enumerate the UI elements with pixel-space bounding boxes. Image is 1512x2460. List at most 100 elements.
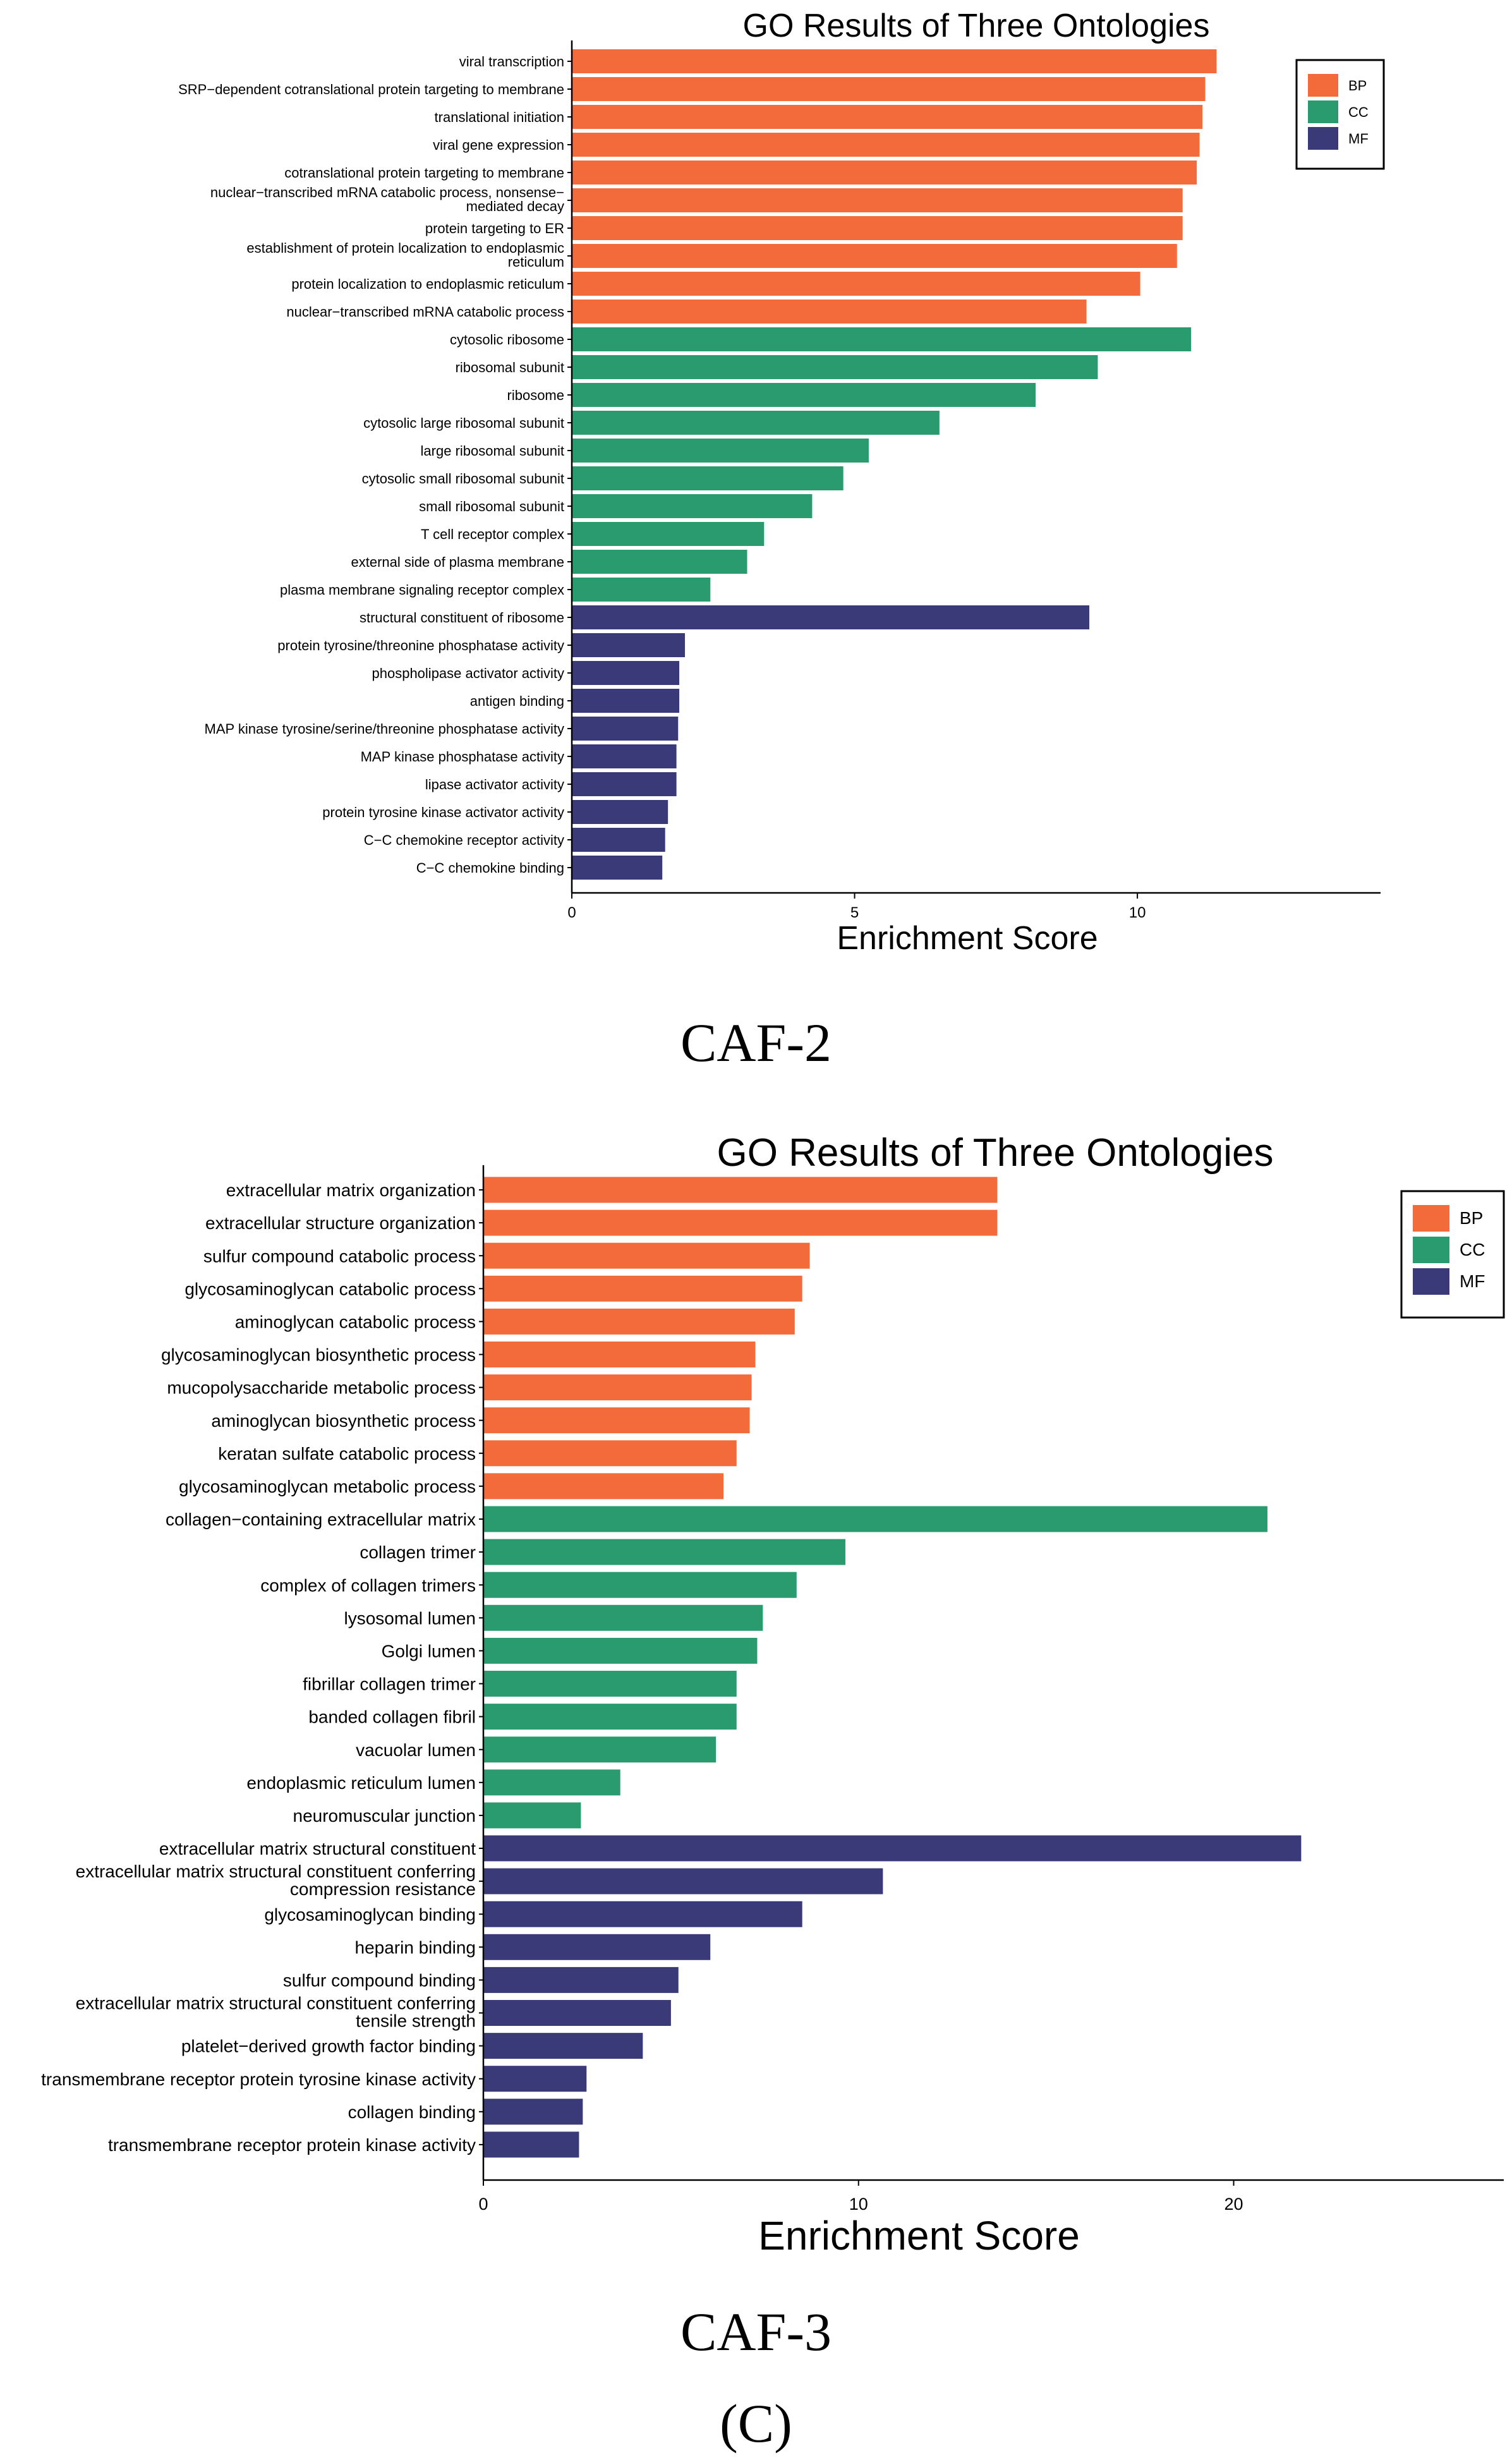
category-label: sulfur compound binding bbox=[283, 1970, 476, 1990]
bar-cc bbox=[483, 1736, 717, 1763]
category-label: phospholipase activator activity bbox=[372, 665, 565, 681]
x-axis-label: Enrichment Score bbox=[837, 920, 1098, 957]
bar-cc bbox=[483, 1802, 581, 1829]
bar-mf bbox=[572, 605, 1090, 629]
category-label: transmembrane receptor protein kinase ac… bbox=[108, 2135, 476, 2155]
legend-label-cc: CC bbox=[1460, 1240, 1485, 1259]
bar-mf bbox=[483, 2000, 671, 2026]
legend-swatch-mf bbox=[1413, 1268, 1449, 1295]
go-chart-caf3: GO Results of Three Ontologies extracellu… bbox=[41, 1131, 1505, 2258]
x-tick-label: 10 bbox=[849, 2195, 868, 2214]
category-label: aminoglycan catabolic process bbox=[235, 1312, 476, 1331]
bar-bp bbox=[572, 133, 1200, 157]
category-label: glycosaminoglycan metabolic process bbox=[179, 1477, 476, 1496]
category-label: ribosome bbox=[507, 387, 564, 403]
bar-bp bbox=[483, 1177, 998, 1203]
category-label: translational initiation bbox=[435, 109, 564, 125]
category-label: collagen trimer bbox=[360, 1542, 476, 1562]
category-label: protein tyrosine/threonine phosphatase a… bbox=[277, 638, 564, 653]
category-label: C−C chemokine receptor activity bbox=[364, 832, 564, 848]
category-label: T cell receptor complex bbox=[421, 526, 564, 542]
category-label: SRP−dependent cotranslational protein ta… bbox=[178, 82, 564, 97]
category-label: nuclear−transcribed mRNA catabolic proce… bbox=[210, 185, 564, 214]
category-label: protein localization to endoplasmic reti… bbox=[291, 276, 564, 292]
category-label: extracellular matrix structural constitu… bbox=[76, 1993, 476, 2030]
legend-swatch-cc bbox=[1308, 100, 1338, 123]
category-label: cytosolic ribosome bbox=[450, 332, 564, 348]
bar-bp bbox=[572, 300, 1087, 324]
category-label: transmembrane receptor protein tyrosine … bbox=[41, 2069, 476, 2089]
category-label: small ribosomal subunit bbox=[419, 499, 564, 514]
bar-mf bbox=[483, 1901, 802, 1927]
bar-cc bbox=[572, 383, 1036, 407]
bar-bp bbox=[483, 1473, 723, 1500]
chart-title: GO Results of Three Ontologies bbox=[717, 1131, 1273, 1175]
category-label: cytosolic small ribosomal subunit bbox=[362, 471, 564, 487]
bar-cc bbox=[572, 494, 813, 518]
category-label: establishment of protein localization to… bbox=[246, 240, 564, 270]
category-label: lipase activator activity bbox=[425, 777, 564, 792]
x-tick-label: 10 bbox=[1129, 904, 1146, 921]
x-tick-label: 20 bbox=[1224, 2195, 1243, 2214]
bar-bp bbox=[572, 161, 1197, 185]
caption-caf3: CAF-3 bbox=[680, 2301, 832, 2362]
go-chart-caf2: GO Results of Three Ontologies viral tran… bbox=[178, 8, 1385, 957]
category-label: glycosaminoglycan biosynthetic process bbox=[161, 1345, 476, 1365]
bar-bp bbox=[572, 188, 1183, 212]
bar-mf bbox=[483, 1868, 883, 1894]
caption-caf2: CAF-2 bbox=[680, 1012, 832, 1073]
category-label: extracellular structure organization bbox=[205, 1213, 476, 1233]
category-label: protein tyrosine kinase activator activi… bbox=[322, 804, 564, 820]
category-label: MAP kinase phosphatase activity bbox=[361, 749, 564, 765]
category-label: plasma membrane signaling receptor compl… bbox=[280, 582, 564, 598]
category-label: keratan sulfate catabolic process bbox=[218, 1444, 476, 1463]
bar-mf bbox=[483, 2131, 579, 2158]
bar-bp bbox=[483, 1374, 752, 1401]
category-label: collagen−containing extracellular matrix bbox=[166, 1510, 476, 1529]
category-label: external side of plasma membrane bbox=[351, 554, 565, 570]
x-tick-label: 5 bbox=[850, 904, 859, 921]
bar-bp bbox=[572, 49, 1217, 73]
bar-cc bbox=[572, 522, 765, 546]
category-label: extracellular matrix structural constitu… bbox=[76, 1862, 476, 1899]
category-label: cytosolic large ribosomal subunit bbox=[363, 415, 564, 431]
category-label: banded collagen fibril bbox=[308, 1707, 476, 1727]
legend-label-bp: BP bbox=[1348, 78, 1367, 94]
category-label: complex of collagen trimers bbox=[260, 1575, 476, 1595]
bar-cc bbox=[483, 1572, 797, 1598]
category-label: viral transcription bbox=[459, 54, 564, 70]
category-label: Golgi lumen bbox=[382, 1641, 476, 1661]
category-label: extracellular matrix organization bbox=[226, 1180, 476, 1200]
category-label: platelet−derived growth factor binding bbox=[181, 2037, 476, 2056]
category-label: neuromuscular junction bbox=[293, 1806, 476, 1826]
bar-bp bbox=[483, 1407, 750, 1434]
category-label: endoplasmic reticulum lumen bbox=[246, 1773, 476, 1793]
category-label: viral gene expression bbox=[433, 137, 564, 153]
category-label: mucopolysaccharide metabolic process bbox=[167, 1378, 476, 1398]
bar-cc bbox=[483, 1671, 737, 1697]
category-label: MAP kinase tyrosine/serine/threonine pho… bbox=[205, 721, 564, 737]
bar-cc bbox=[572, 327, 1192, 351]
category-label: antigen binding bbox=[470, 693, 564, 709]
category-label: vacuolar lumen bbox=[356, 1740, 476, 1760]
bar-cc bbox=[572, 411, 940, 435]
category-label: fibrillar collagen trimer bbox=[303, 1675, 476, 1694]
category-label: structural constituent of ribosome bbox=[360, 610, 564, 626]
bar-bp bbox=[572, 105, 1203, 129]
legend-label-mf: MF bbox=[1460, 1271, 1485, 1291]
bar-mf bbox=[483, 1835, 1302, 1862]
bar-bp bbox=[572, 216, 1183, 240]
bar-cc bbox=[572, 355, 1098, 379]
bar-mf bbox=[572, 744, 677, 768]
bar-bp bbox=[483, 1440, 737, 1467]
bar-bp bbox=[483, 1209, 998, 1236]
bar-bp bbox=[483, 1308, 795, 1335]
bar-mf bbox=[572, 828, 665, 852]
bar-cc bbox=[483, 1704, 737, 1730]
bar-bp bbox=[572, 272, 1140, 296]
bar-cc bbox=[572, 550, 747, 574]
category-label: glycosaminoglycan catabolic process bbox=[184, 1279, 476, 1299]
legend-swatch-cc bbox=[1413, 1237, 1449, 1263]
bar-mf bbox=[483, 2066, 587, 2092]
bar-mf bbox=[572, 689, 680, 713]
